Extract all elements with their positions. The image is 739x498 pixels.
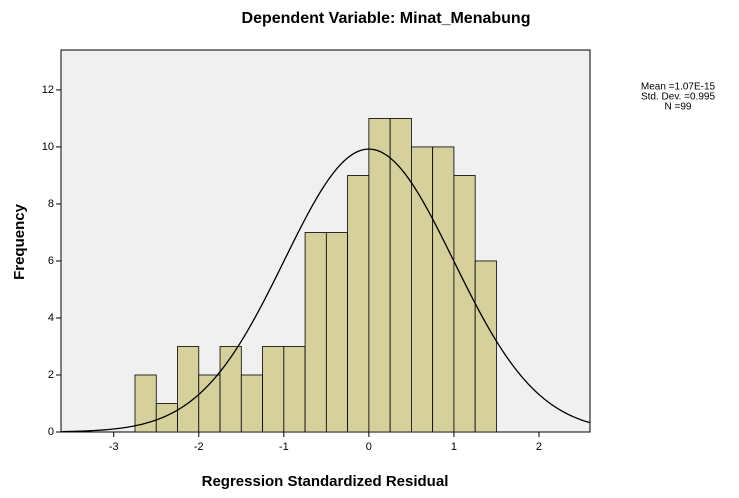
bar xyxy=(283,346,306,433)
bar xyxy=(453,175,476,433)
normal-curve xyxy=(60,148,591,433)
stats-label: Std. Dev. =0.995 xyxy=(641,92,715,103)
bar xyxy=(474,260,497,433)
x-axis-label: Regression Standardized Residual xyxy=(202,473,449,490)
x-tick-label: -1 xyxy=(279,441,289,453)
x-tick-label: -2 xyxy=(194,441,204,453)
y-tick-label: 12 xyxy=(42,84,54,96)
y-tick-label: 8 xyxy=(48,198,54,210)
bar xyxy=(219,346,242,433)
x-tick-label: 1 xyxy=(451,441,457,453)
bar xyxy=(389,118,412,433)
chart-title: Dependent Variable: Minat_Menabung xyxy=(242,10,531,27)
x-tick-label: -3 xyxy=(109,441,119,453)
bar xyxy=(432,146,455,433)
bar xyxy=(177,346,200,433)
bar xyxy=(240,374,263,433)
stats-label: Mean =1.07E-15 xyxy=(641,82,716,93)
x-tick-label: 2 xyxy=(536,441,542,453)
x-tick-label: 0 xyxy=(366,441,372,453)
y-tick-label: 4 xyxy=(48,312,54,324)
bar xyxy=(368,118,391,433)
bar xyxy=(325,232,349,433)
bar xyxy=(347,175,370,433)
y-tick-label: 10 xyxy=(42,141,54,153)
bar xyxy=(262,346,285,433)
stats-label: N =99 xyxy=(665,102,692,113)
y-tick-label: 2 xyxy=(48,369,54,381)
bar xyxy=(410,146,434,433)
bar xyxy=(155,403,178,433)
bar xyxy=(304,232,327,433)
y-tick-label: 6 xyxy=(48,255,54,267)
y-axis-label: Frequency xyxy=(11,203,28,280)
y-tick-label: 0 xyxy=(48,426,54,438)
